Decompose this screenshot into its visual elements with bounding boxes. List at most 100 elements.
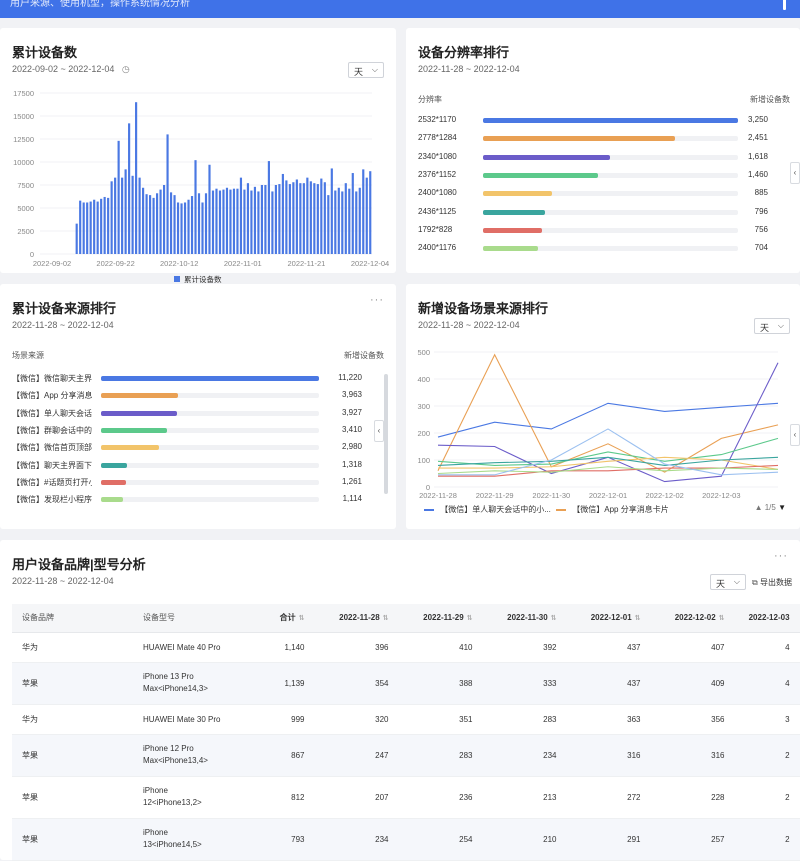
sort-icon[interactable]: ⇅ [382, 615, 389, 623]
collapse-handle[interactable]: ‹ [790, 162, 800, 184]
bar [190, 196, 194, 254]
list-item[interactable]: 2778*1284 2,451 [406, 133, 800, 145]
list-item[interactable]: 2376*1152 1,460 [406, 170, 800, 182]
bar [128, 123, 131, 254]
column-header[interactable]: 2022-12-02 ⇅ [650, 604, 735, 633]
pager-next-icon[interactable]: ▼ [778, 503, 786, 512]
bar [225, 187, 229, 254]
sort-icon[interactable]: ⇅ [634, 615, 641, 623]
chevron-down-icon: ⌵ [733, 577, 740, 586]
bar [246, 183, 250, 254]
list-item[interactable]: 【微信】App 分享消息... 3,963 [0, 390, 396, 402]
list-item[interactable]: 2532*1170 3,250 [406, 115, 800, 127]
column-header[interactable]: 2022-12-03 [734, 604, 800, 633]
bar [306, 177, 309, 254]
export-button[interactable]: ⧉ 导出数据 [752, 577, 792, 588]
bar-track [483, 154, 738, 160]
table-row[interactable]: 华为 HUAWEI Mate 40 Pro 1,140 396 410 392 437 407… [12, 632, 800, 663]
table-cell: 2 [734, 734, 800, 777]
table-cell: 363 [566, 704, 651, 735]
y-tick-label: 17500 [13, 89, 34, 98]
list-item-label: 【微信】聊天主界面下... [12, 460, 92, 470]
bar-track [101, 427, 319, 433]
x-tick-label: 2022-09-02 [33, 259, 71, 268]
table-cell: 316 [650, 734, 735, 777]
table-row[interactable]: 苹果 iPhone 12 Pro Max<iPhone13,4> 867 247 283 2… [12, 734, 800, 777]
date-range-text: 2022-11-28 ~ 2022-12-04 [12, 576, 114, 586]
bar-track [483, 227, 738, 233]
list-item[interactable]: 1792*828 756 [406, 225, 800, 237]
bar [152, 197, 155, 254]
table-cell: HUAWEI Mate 30 Pro [133, 704, 231, 735]
sort-icon[interactable]: ⇅ [718, 615, 725, 623]
list-item[interactable]: 2400*1080 885 [406, 188, 800, 200]
x-tick-label: 2022-11-21 [287, 259, 325, 268]
x-tick-label: 2022-12-04 [351, 259, 389, 268]
bar [274, 185, 277, 254]
collapse-handle[interactable]: ‹ [790, 424, 800, 446]
column-header[interactable]: 设备品牌 [12, 604, 133, 633]
more-icon[interactable]: ··· [370, 294, 384, 306]
bar [218, 190, 222, 254]
cumulative-bar-chart: 0 2500 5000 7500 10000 12500 15000 17500 2022-09… [13, 89, 389, 283]
bar [149, 195, 152, 254]
granularity-select[interactable]: 天 ⌵ [754, 318, 790, 334]
bar [316, 184, 319, 254]
list-item[interactable]: 【微信】聊天主界面下... 1,318 [0, 460, 396, 472]
bar [250, 190, 253, 254]
table-cell: iPhone 12 Pro Max<iPhone13,4> [133, 734, 231, 777]
legend-item[interactable]: 【微信】单人聊天会话中的小... [424, 504, 551, 515]
list-item-label: 2340*1080 [418, 151, 457, 161]
column-header[interactable]: 2022-11-30 ⇅ [482, 604, 567, 633]
list-item[interactable]: 【微信】群聊会话中的... 3,410 [0, 425, 396, 437]
column-header[interactable]: 2022-11-29 ⇅ [398, 604, 483, 633]
column-header[interactable]: 2022-11-28 ⇅ [314, 604, 399, 633]
list-item-value: 756 [754, 224, 768, 234]
list-item[interactable]: 【微信】发现栏小程序... 1,114 [0, 494, 396, 506]
date-range-text: 2022-11-28 ~ 2022-12-04 [418, 64, 520, 74]
list-item[interactable]: 【微信】微信聊天主界... 11,220 [0, 373, 396, 385]
table-cell: 867 [230, 734, 315, 777]
list-item[interactable]: 2340*1080 1,618 [406, 152, 800, 164]
list-item[interactable]: 2400*1176 704 [406, 243, 800, 255]
bar [145, 194, 148, 254]
series-line [438, 428, 779, 476]
legend-item[interactable]: 【微信】App 分享消息卡片 [556, 504, 669, 515]
list-item[interactable]: 【微信】#话题页打开小... 1,261 [0, 477, 396, 489]
bar [358, 187, 361, 254]
column-header[interactable]: 2022-12-01 ⇅ [566, 604, 651, 633]
column-header[interactable]: 设备型号 [133, 604, 231, 633]
scrollbar[interactable] [384, 374, 388, 494]
bar [194, 160, 197, 254]
cell-line: iPhone 13 Pro [143, 672, 194, 681]
table-row[interactable]: 华为 HUAWEI Mate 30 Pro 999 320 351 283 363 356 3 [12, 704, 800, 735]
more-icon[interactable]: ··· [774, 550, 788, 562]
bar [288, 184, 291, 254]
table-cell: 396 [314, 632, 399, 663]
x-tick-label: 2022-11-30 [532, 491, 570, 500]
bar [292, 182, 295, 254]
sort-icon[interactable]: ⇅ [550, 615, 557, 623]
sort-icon[interactable]: ⇅ [298, 615, 305, 623]
collapse-handle[interactable]: ‹ [374, 420, 384, 442]
list-item[interactable]: 【微信】单人聊天会话... 3,927 [0, 408, 396, 420]
column-header[interactable]: 合计 ⇅ [230, 604, 315, 633]
table-cell: 351 [398, 704, 483, 735]
export-label: 导出数据 [759, 578, 792, 587]
sort-icon[interactable]: ⇅ [466, 615, 473, 623]
bar [86, 202, 89, 254]
pager-prev-icon[interactable]: ▲ [754, 503, 763, 512]
list-item[interactable]: 【微信】微信首页顶部... 2,980 [0, 442, 396, 454]
table-row[interactable]: 苹果 iPhone 13 Pro Max<iPhone14,3> 1,139 354 38… [12, 662, 800, 705]
series-line [437, 362, 779, 483]
list-item-value: 3,250 [747, 115, 768, 124]
list-item[interactable]: 2436*1125 796 [406, 207, 800, 219]
granularity-select[interactable]: 天 ⌵ [710, 574, 746, 590]
granularity-select[interactable]: 天 ⌵ [348, 62, 384, 78]
table-row[interactable]: 苹果 iPhone 12<iPhone13,2> 812 207 236 213 272 228… [12, 776, 800, 819]
bar-fill [101, 445, 159, 451]
bar [211, 190, 215, 254]
table-row[interactable]: 苹果 iPhone 13<iPhone14,5> 793 234 254 210 291 257… [12, 818, 800, 861]
table-header-row: 设备品牌 设备型号 合计 ⇅ 2022-11-28 ⇅ 2022-11-29 ⇅ 20… [12, 604, 800, 633]
bar [327, 195, 330, 254]
